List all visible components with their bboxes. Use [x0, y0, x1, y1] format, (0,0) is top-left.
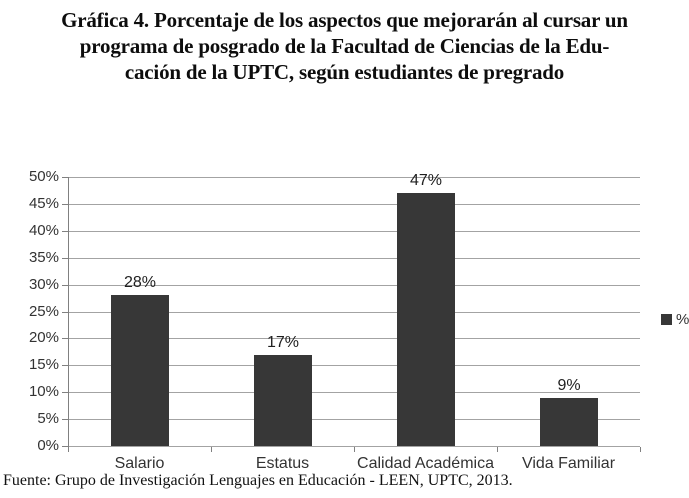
gridline-10	[68, 392, 640, 394]
y-tick-25	[62, 311, 68, 313]
gridline-5	[68, 419, 640, 421]
gridline-35	[68, 257, 640, 259]
legend-series-label: %	[676, 311, 689, 328]
y-tick-10	[62, 392, 68, 394]
bar-chart: 0% 5% 10% 15% 20% 25% 30% 35% 40% 45% 50% 28% Salari…	[0, 160, 689, 475]
y-tick-30	[62, 284, 68, 286]
x-axis-category-label: Salario	[114, 455, 165, 472]
y-axis-line	[68, 177, 69, 447]
gridline-45	[68, 203, 640, 205]
bar-salario	[111, 295, 169, 446]
y-tick-0	[62, 446, 68, 447]
y-tick-40	[62, 230, 68, 232]
chart-title: Gráfica 4. Porcentaje de los aspectos qu…	[0, 7, 689, 85]
gridline-25	[68, 311, 640, 313]
x-tick-1	[211, 447, 212, 452]
y-tick-45	[62, 203, 68, 205]
y-axis-tick-label: 30%	[28, 275, 59, 293]
y-tick-50	[62, 177, 68, 178]
y-axis-tick-label: 5%	[37, 410, 59, 428]
x-tick-0	[68, 447, 69, 452]
x-axis-category-label: Vida Familiar	[521, 455, 616, 472]
chart-legend: %	[661, 311, 689, 328]
bar-value-label: 17%	[266, 334, 300, 351]
y-axis-tick-label: 45%	[28, 194, 59, 212]
y-tick-20	[62, 338, 68, 340]
y-axis-tick-label: 15%	[28, 356, 59, 374]
gridline-50	[68, 177, 640, 178]
y-tick-15	[62, 365, 68, 367]
y-axis-tick-label: 35%	[28, 248, 59, 266]
x-axis-category-label: Calidad Académica	[357, 455, 494, 472]
bar-calidad-académica	[397, 193, 455, 446]
y-axis-tick-label: 10%	[28, 383, 59, 401]
gridline-0	[68, 446, 640, 447]
gridline-20	[68, 338, 640, 340]
bar-estatus	[254, 355, 312, 446]
y-axis-tick-label: 25%	[28, 302, 59, 320]
bar-vida-familiar	[540, 398, 598, 446]
y-tick-5	[62, 419, 68, 421]
legend-swatch-icon	[661, 314, 672, 325]
y-axis-tick-label: 40%	[28, 221, 59, 239]
y-axis-tick-label: 50%	[28, 168, 59, 185]
chart-title-line-2: programa de posgrado de la Facultad de C…	[79, 34, 610, 58]
x-tick-2	[354, 447, 355, 452]
x-tick-3	[497, 447, 498, 452]
y-tick-35	[62, 257, 68, 259]
y-axis-tick-label: 0%	[37, 437, 59, 454]
chart-title-line-1: Gráfica 4. Porcentaje de los aspectos qu…	[61, 8, 628, 32]
bar-value-label: 9%	[557, 377, 581, 394]
gridline-30	[68, 284, 640, 286]
chart-title-line-3: cación de la UPTC, según estudiantes de …	[124, 60, 565, 84]
y-axis-tick-label: 20%	[28, 329, 59, 347]
bar-value-label: 47%	[409, 172, 443, 189]
source-note: Fuente: Grupo de Investigación Lenguajes…	[3, 472, 513, 489]
bar-value-label: 28%	[123, 274, 157, 291]
x-tick-4	[640, 447, 641, 452]
gridline-40	[68, 230, 640, 232]
x-axis-category-label: Estatus	[255, 455, 310, 472]
gridline-15	[68, 365, 640, 367]
